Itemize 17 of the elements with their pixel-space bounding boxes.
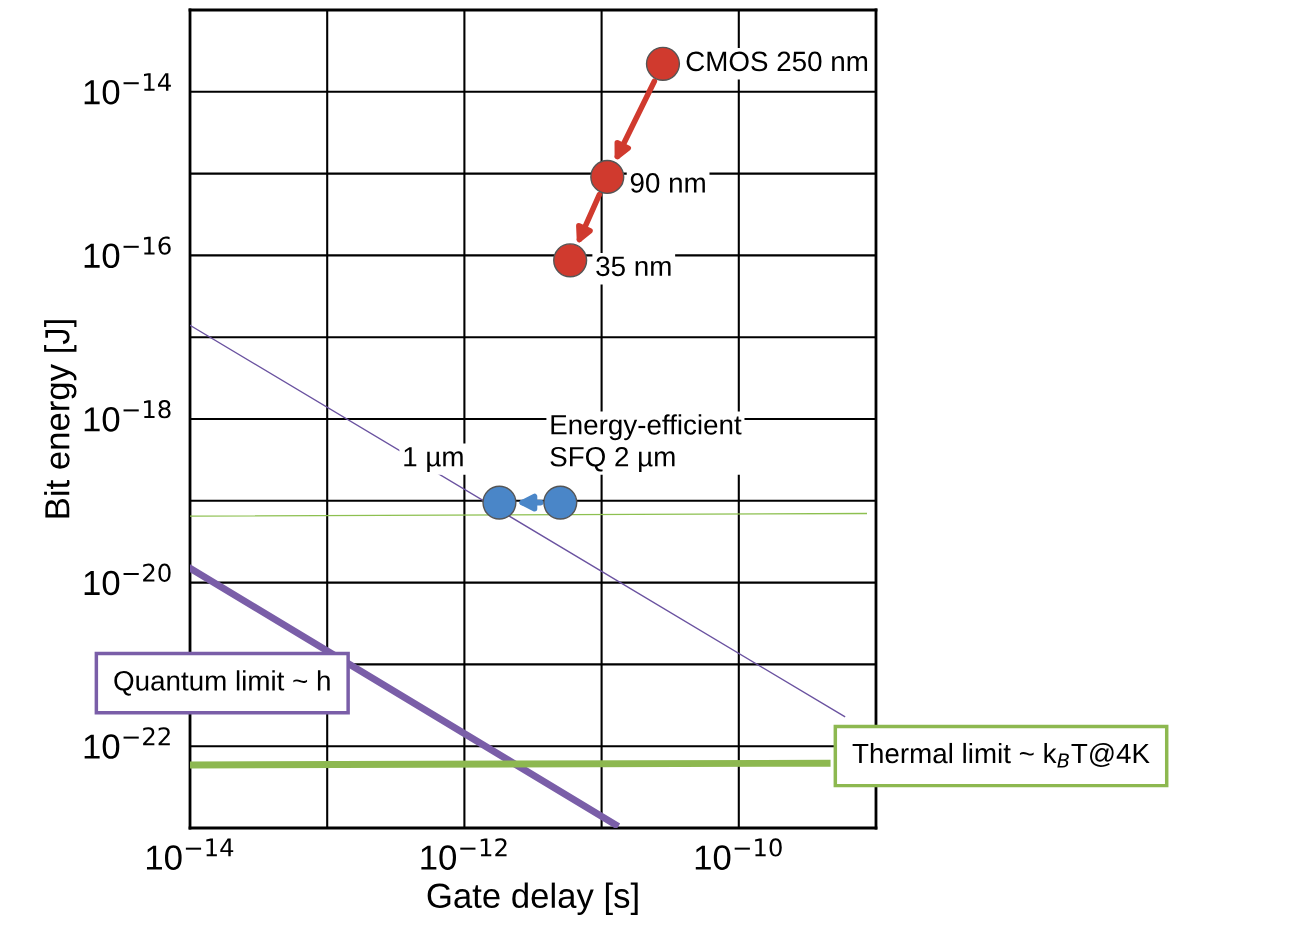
x-axis-title: Gate delay [s] [427,882,638,915]
annotation: 90 nm [630,173,705,193]
x-tick-label: 10$^{−12}$ [421,838,507,870]
annotation: Energy-efficient SFQ 2 µm [550,414,742,473]
annotation: 35 nm [596,256,671,277]
y-axis-title: Bit energy [J] [44,320,77,518]
y-tick-label: 10$^{−20}$ [84,563,171,596]
x-tick-label: 10$^{−14}$ [146,838,234,870]
annotation: CMOS 250 nm [686,51,868,72]
y-tick-label: 10$^{−16}$ [84,236,171,269]
y-tick-label: 10$^{−22}$ [84,727,170,759]
x-tick-label: 10$^{−10}$ [695,838,782,870]
series-label: Thermal limit ~ k$_{B}$T@4K [852,742,1150,768]
annotation: 1 µm [404,447,463,473]
y-tick-label: 10$^{−14}$ [84,73,171,105]
series-label: Quantum limit ~ h [114,670,330,696]
y-tick-label: 10$^{−18}$ [84,399,171,432]
